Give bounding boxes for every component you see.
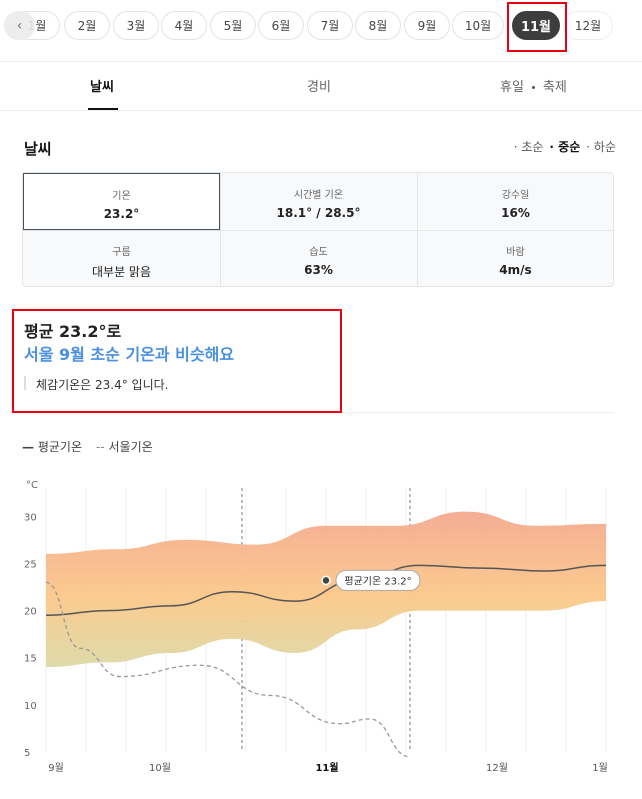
temperature-chart: °C 5 10 15 20 25 30 평균기온 23.2° 9월 10월 11월 12월 1월 — [24, 480, 608, 774]
avg-temperature-line — [45, 564, 607, 617]
stat-label: 기온 — [112, 191, 131, 202]
divider — [342, 412, 614, 413]
stat-value: 18.1° / 28.5° — [276, 206, 361, 220]
legend-avg-label: 평균기온 — [37, 440, 82, 454]
month-pill-mar[interactable]: 3월 — [113, 11, 159, 40]
divider — [0, 110, 642, 111]
stat-cloud[interactable]: 구름 대부분 맑음 — [23, 230, 220, 287]
period-mid-label: 중순 — [558, 140, 581, 154]
tooltip-label: 평균기온 23.2° — [344, 575, 411, 587]
grid-divider — [220, 173, 221, 286]
avg-point-marker — [321, 575, 331, 586]
period-late-label: 하순 — [593, 140, 616, 154]
y-tick-label: 30 — [24, 512, 37, 523]
stat-label: 바람 — [506, 247, 525, 258]
summary-highlight-box — [12, 309, 342, 413]
summary-headline: 평균 23.2°로 — [24, 322, 122, 341]
month-pill-dec[interactable]: 12월 — [563, 11, 613, 40]
y-unit-label: °C — [26, 480, 38, 491]
stat-label: 시간별 기온 — [293, 190, 344, 201]
tab-cost[interactable]: 경비 — [307, 80, 331, 95]
stat-temperature[interactable]: 기온 23.2° — [23, 173, 220, 230]
y-tick-label: 20 — [24, 607, 37, 618]
stat-value: 16% — [501, 206, 530, 220]
month-pill-apr[interactable]: 4월 — [161, 11, 207, 40]
divider — [0, 61, 642, 62]
y-tick-label: 25 — [24, 559, 37, 570]
month-pill-may[interactable]: 5월 — [210, 11, 256, 40]
tooltip-bubble — [335, 569, 421, 591]
tab-weather[interactable]: 날씨 — [90, 80, 114, 95]
grid-divider — [417, 173, 418, 286]
month-pill-oct[interactable]: 10월 — [452, 11, 504, 40]
stat-wind[interactable]: 바람 4m/s — [417, 230, 614, 287]
stat-value: 63% — [304, 263, 333, 277]
tab-festival-label: 축제 — [542, 80, 567, 95]
summary-feels-like: 체감기온은 23.4° 입니다. — [36, 378, 169, 392]
stat-value: 4m/s — [499, 263, 532, 277]
stat-hourly-temperature[interactable]: 시간별 기온 18.1° / 28.5° — [220, 173, 417, 230]
tab-bar: 날씨 경비 휴일 축제 — [0, 62, 642, 110]
section-title: 날씨 — [24, 140, 52, 158]
active-tab-indicator — [88, 108, 118, 110]
stat-label: 습도 — [309, 247, 328, 258]
summary-comparison: 서울 9월 초순 기온과 비슷해요 — [24, 345, 235, 364]
legend-seoul-label: 서울기온 — [108, 440, 153, 454]
legend-avg: — 평균기온 — [22, 440, 82, 454]
month-pill-sep[interactable]: 9월 — [404, 11, 450, 40]
stat-humidity[interactable]: 습도 63% — [220, 230, 417, 287]
tab-holiday-festival[interactable]: 휴일 축제 — [500, 76, 567, 95]
grid-divider — [23, 230, 613, 231]
stat-rain-days[interactable]: 강수일 16% — [417, 173, 614, 230]
period-early[interactable]: · 초순 — [513, 140, 544, 154]
period-early-label: 초순 — [521, 140, 544, 154]
y-tick-label: 10 — [24, 701, 37, 712]
month-pill-nov[interactable]: 11월 — [512, 11, 560, 40]
x-tick-label: 9월 — [48, 762, 64, 774]
weather-stats-grid: 기온 23.2° 시간별 기온 18.1° / 28.5° 강수일 16% 구름… — [22, 172, 614, 287]
seoul-temperature-line — [45, 581, 411, 758]
month-selector: 1월 2월 3월 4월 5월 6월 7월 8월 9월 10월 11월 12월 ‹ — [0, 0, 642, 54]
stat-label: 구름 — [112, 247, 131, 258]
period-late[interactable]: · 하순 — [586, 140, 616, 154]
scroll-left-button[interactable]: ‹ — [4, 11, 35, 40]
tab-holiday-label: 휴일 — [500, 80, 524, 95]
x-tick-label: 12월 — [486, 762, 508, 774]
month-pill-feb[interactable]: 2월 — [64, 11, 110, 40]
legend-seoul: -- 서울기온 — [96, 440, 153, 454]
period-mid[interactable]: · 중순 — [549, 140, 581, 154]
chevron-left-icon: ‹ — [16, 17, 23, 34]
month-pill-jul[interactable]: 7월 — [307, 11, 353, 40]
x-tick-label: 1월 — [592, 762, 608, 774]
stat-value: 23.2° — [103, 207, 140, 221]
temperature-range-band — [46, 511, 606, 668]
chart-legend: — 평균기온 -- 서울기온 — [22, 438, 153, 455]
month-pill-jun[interactable]: 6월 — [258, 11, 304, 40]
dot-separator — [531, 86, 535, 89]
month-pill-aug[interactable]: 8월 — [355, 11, 401, 40]
x-tick-label: 10월 — [149, 762, 171, 774]
stat-value: 대부분 맑음 — [91, 265, 151, 279]
y-tick-label: 5 — [24, 748, 30, 759]
selected-month-highlight — [507, 2, 567, 52]
x-tick-label: 11월 — [315, 762, 338, 774]
stat-label: 강수일 — [501, 190, 530, 201]
quote-bar — [24, 376, 26, 390]
y-tick-label: 15 — [24, 654, 37, 665]
period-filter: · 초순 · 중순 · 하순 — [514, 138, 616, 155]
